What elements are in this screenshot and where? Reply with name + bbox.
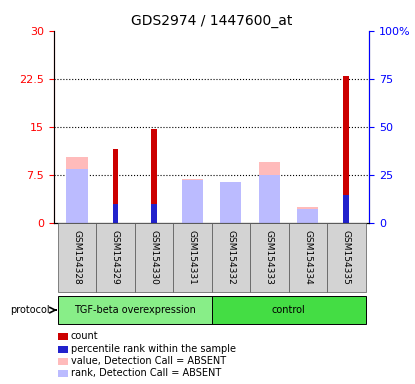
Bar (151, 205, 157, 223)
Text: GSM154328: GSM154328 (73, 230, 81, 285)
Bar (297, 209, 318, 223)
Bar (259, 175, 280, 223)
Text: GSM154335: GSM154335 (342, 230, 351, 285)
Bar (220, 187, 242, 223)
Text: GSM154334: GSM154334 (303, 230, 312, 285)
Text: value, Detection Call = ABSENT: value, Detection Call = ABSENT (71, 356, 226, 366)
Bar (182, 179, 203, 223)
Text: GSM154329: GSM154329 (111, 230, 120, 285)
Text: percentile rank within the sample: percentile rank within the sample (71, 344, 236, 354)
Text: TGF-beta overexpression: TGF-beta overexpression (74, 305, 195, 315)
Text: count: count (71, 331, 98, 341)
Text: protocol: protocol (10, 305, 50, 315)
Text: rank, Detection Call = ABSENT: rank, Detection Call = ABSENT (71, 368, 221, 378)
Bar (250, 223, 288, 292)
Bar (112, 149, 118, 223)
Bar (66, 169, 88, 223)
Text: GSM154333: GSM154333 (265, 230, 274, 285)
Bar (212, 296, 366, 324)
Text: GSM154331: GSM154331 (188, 230, 197, 285)
Bar (151, 129, 157, 223)
Text: GSM154330: GSM154330 (149, 230, 159, 285)
Text: control: control (272, 305, 305, 315)
Bar (182, 180, 203, 223)
Bar (297, 207, 318, 223)
Bar (220, 182, 242, 223)
Bar (327, 223, 366, 292)
Text: GSM154332: GSM154332 (226, 230, 235, 285)
Bar (288, 223, 327, 292)
Title: GDS2974 / 1447600_at: GDS2974 / 1447600_at (131, 14, 292, 28)
Bar (212, 223, 250, 292)
Bar (343, 195, 349, 223)
Bar (58, 296, 212, 324)
Bar (58, 223, 96, 292)
Bar (135, 223, 173, 292)
Bar (96, 223, 135, 292)
Bar (112, 205, 118, 223)
Bar (343, 76, 349, 223)
Bar (66, 157, 88, 223)
Bar (173, 223, 212, 292)
Bar (259, 162, 280, 223)
